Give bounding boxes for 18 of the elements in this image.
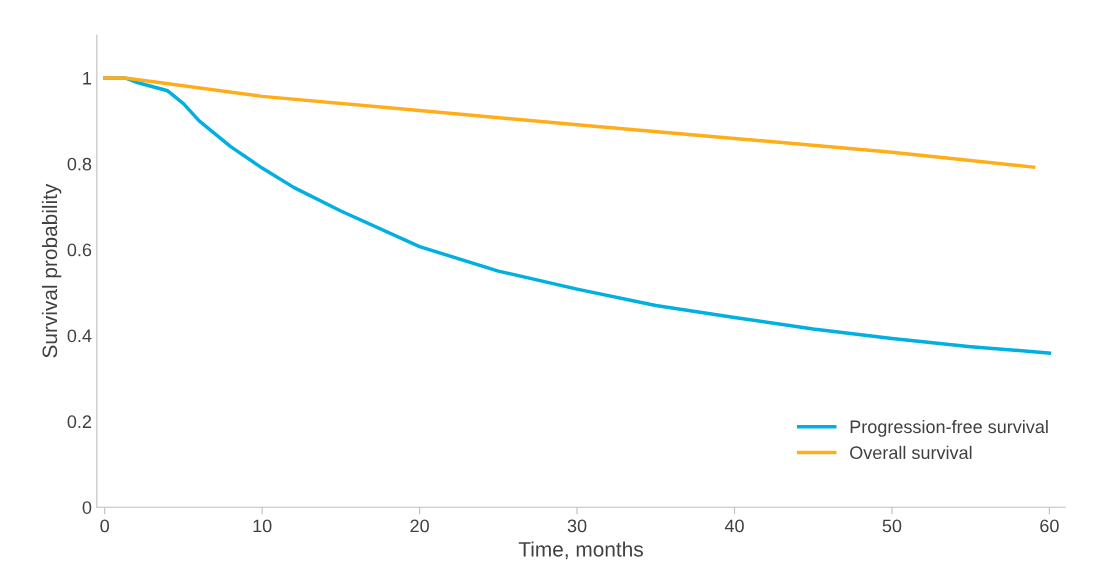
x-axis-title: Time, months [518,541,643,560]
y-tick-label: 1 [83,72,92,85]
x-tick-label: 50 [882,519,902,533]
line-series [102,76,1036,169]
y-tick-label: 0.4 [67,329,92,343]
x-tick-label: 0 [100,519,110,533]
x-tick-label: 30 [567,519,587,533]
y-tick-label: 0 [82,501,92,514]
y-tick-label: 0.8 [67,157,92,171]
legend-label: Overall survival [850,445,972,460]
y-axis-title: Survival probability [41,183,62,358]
y-tick-label: 0.2 [67,415,92,429]
y-tick-label: 0.6 [67,243,92,257]
x-tick-label: 40 [724,519,744,533]
x-tick-label: 60 [1040,519,1059,533]
legend-label: Progression-free survival [850,419,1048,437]
x-tick-label: 10 [253,519,272,533]
x-tick-label: 20 [410,519,429,533]
